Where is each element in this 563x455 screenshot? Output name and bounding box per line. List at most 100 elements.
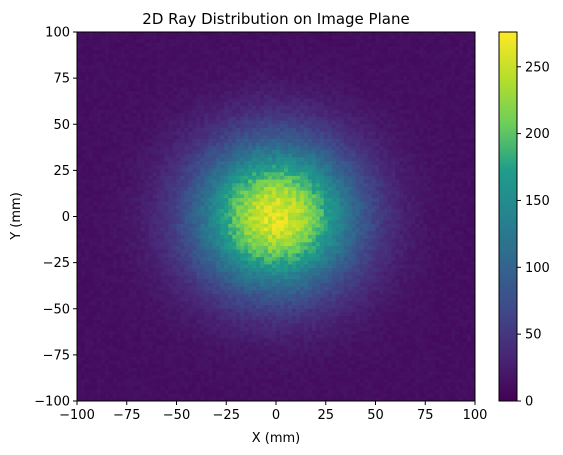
heatmap-cell (124, 175, 130, 180)
heatmap-cell (268, 32, 273, 37)
heatmap-cell (363, 172, 368, 177)
heatmap-cell (423, 205, 428, 210)
heatmap-cell (339, 79, 345, 85)
heatmap-cell (100, 72, 106, 77)
heatmap-cell (264, 35, 269, 40)
heatmap-cell (387, 179, 392, 184)
heatmap-cell (180, 113, 185, 118)
heatmap-cell (431, 142, 436, 147)
heatmap-cell (367, 65, 372, 70)
heatmap-cell (124, 150, 130, 155)
heatmap-cell (136, 39, 142, 44)
heatmap-cell (104, 205, 110, 210)
heatmap-cell (180, 157, 185, 162)
heatmap-cell (184, 87, 189, 92)
heatmap-cell (272, 98, 277, 103)
heatmap-cell (311, 131, 317, 136)
heatmap-cell (447, 116, 452, 121)
heatmap-cell (283, 65, 289, 70)
heatmap-cell (77, 198, 82, 203)
heatmap-cell (256, 87, 261, 92)
heatmap-cell (463, 61, 468, 66)
heatmap-cell (204, 87, 209, 92)
heatmap-cell (84, 43, 90, 48)
heatmap-cell (176, 153, 181, 158)
heatmap-cell (260, 194, 265, 199)
heatmap-cell (244, 68, 249, 73)
heatmap-cell (108, 212, 114, 217)
heatmap-cell (399, 186, 404, 192)
heatmap-cell (439, 120, 444, 125)
heatmap-cell (92, 179, 98, 184)
heatmap-cell (355, 157, 360, 162)
heatmap-cell (439, 161, 444, 166)
heatmap-cell (359, 209, 364, 214)
heatmap-cell (471, 91, 476, 96)
heatmap-cell (252, 109, 257, 114)
heatmap-cell (419, 142, 424, 147)
heatmap-cell (256, 205, 261, 210)
heatmap-cell (192, 102, 197, 107)
heatmap-cell (196, 139, 201, 144)
heatmap-cell (256, 131, 261, 136)
heatmap-cell (371, 120, 376, 125)
heatmap-cell (439, 91, 444, 96)
heatmap-cell (415, 76, 420, 81)
heatmap-cell (315, 179, 321, 184)
heatmap-cell (359, 179, 364, 184)
heatmap-cell (467, 127, 472, 133)
heatmap-cell (355, 87, 360, 92)
heatmap-cell (216, 68, 221, 73)
heatmap-cell (172, 120, 177, 125)
heatmap-cell (311, 109, 317, 114)
heatmap-cell (379, 212, 384, 217)
heatmap-cell (264, 157, 269, 162)
heatmap-cell (188, 68, 193, 73)
heatmap-cell (431, 35, 436, 40)
heatmap-cell (196, 65, 201, 70)
heatmap-cell (88, 54, 94, 59)
heatmap-cell (77, 201, 82, 206)
heatmap-cell (136, 190, 142, 195)
heatmap-cell (256, 76, 261, 81)
heatmap-cell (379, 209, 384, 214)
heatmap-cell (104, 150, 110, 155)
heatmap-cell (228, 91, 233, 96)
heatmap-cell (116, 91, 122, 96)
heatmap-cell (311, 161, 317, 166)
heatmap-cell (192, 139, 197, 144)
heatmap-cell (176, 57, 181, 62)
heatmap-cell (347, 54, 353, 59)
heatmap-cell (196, 91, 201, 96)
heatmap-cell (463, 139, 468, 144)
heatmap-cell (88, 83, 94, 88)
heatmap-cell (244, 172, 249, 177)
heatmap-cell (335, 83, 341, 88)
heatmap-cell (303, 120, 309, 125)
heatmap-cell (216, 139, 221, 144)
heatmap-cell (244, 120, 249, 125)
heatmap-cell (164, 179, 169, 184)
heatmap-cell (264, 87, 269, 92)
heatmap-cell (172, 190, 177, 195)
heatmap-cell (112, 109, 118, 114)
heatmap-cell (291, 172, 297, 177)
heatmap-cell (248, 79, 253, 85)
heatmap-cell (112, 113, 118, 118)
heatmap-cell (176, 161, 181, 166)
heatmap-cell (443, 57, 448, 62)
heatmap-cell (295, 142, 301, 147)
heatmap-cell (351, 54, 356, 59)
heatmap-cell (379, 57, 384, 62)
heatmap-cell (100, 142, 106, 147)
heatmap-cell (291, 157, 297, 162)
heatmap-cell (232, 98, 237, 103)
heatmap-cell (451, 164, 456, 169)
heatmap-cell (124, 179, 130, 184)
heatmap-cell (343, 142, 349, 147)
heatmap-cell (80, 150, 86, 155)
heatmap-cell (467, 87, 472, 92)
heatmap-cell (184, 116, 189, 121)
heatmap-cell (347, 179, 353, 184)
heatmap-cell (276, 175, 281, 180)
